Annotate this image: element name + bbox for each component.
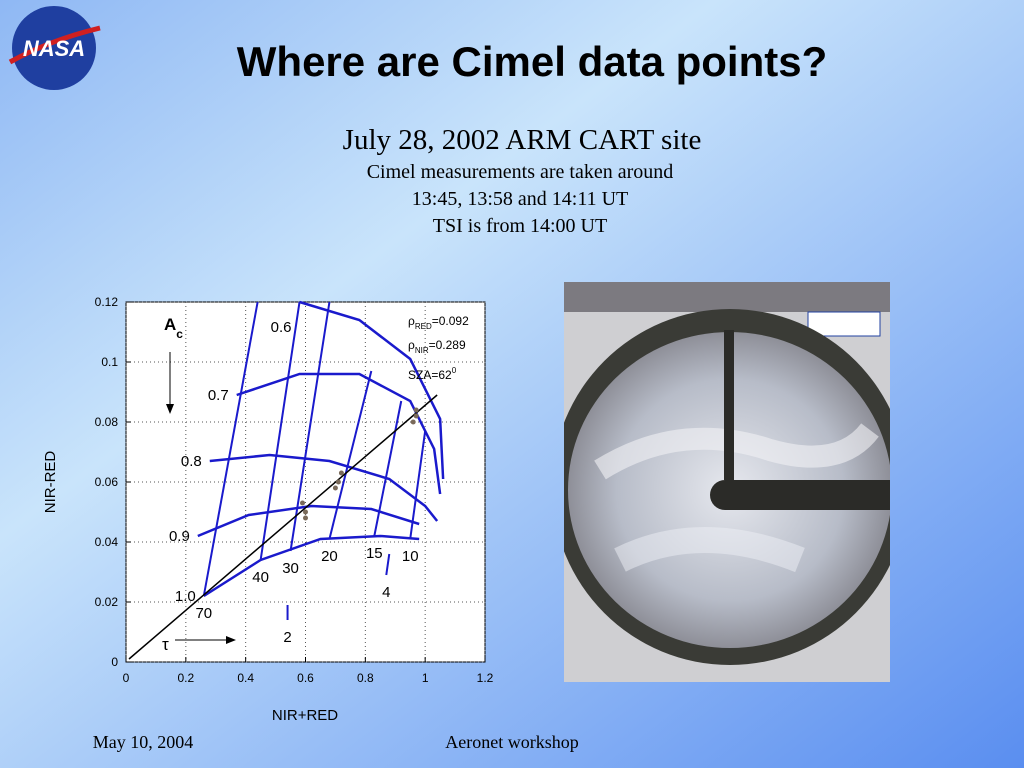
tau-curve-label: 70: [195, 605, 212, 622]
sub: RED: [415, 322, 432, 331]
ac-curve-label: 1.0: [175, 588, 196, 605]
ac-sub: c: [176, 327, 183, 341]
y-tick-label: 0.12: [95, 295, 119, 309]
tau-curve-label: 4: [382, 584, 390, 601]
x-axis-label: NIR+RED: [272, 707, 338, 724]
ac-label: Ac: [164, 315, 183, 341]
y-tick-label: 0.04: [95, 535, 119, 549]
sza-text: SZA=62: [408, 368, 452, 382]
title: Where are Cimel data points?: [237, 38, 827, 85]
footer-date: May 10, 2004: [93, 732, 194, 752]
y-axis-label: NIR-RED: [42, 451, 59, 514]
y-tick-label: 0.06: [95, 475, 119, 489]
tau-curve: [409, 430, 427, 540]
sup: 0: [452, 366, 457, 375]
tau-curve: [373, 400, 403, 537]
tau-curve-label: 15: [366, 545, 383, 562]
tau-curve-label: 10: [402, 548, 419, 565]
data-point: [410, 419, 416, 425]
data-point: [413, 407, 419, 413]
data-point: [332, 485, 338, 491]
subtitle: July 28, 2002 ARM CART site: [343, 124, 702, 156]
line: TSI is from 14:00 UT: [433, 215, 607, 237]
y-tick-label: 0.1: [101, 355, 118, 369]
fit-line: [128, 394, 438, 660]
x-tick-label: 0.8: [357, 671, 374, 685]
tau-arrowhead: [226, 636, 236, 644]
line: 13:45, 13:58 and 14:11 UT: [412, 188, 628, 210]
ac-curve-label: 0.6: [271, 319, 292, 336]
x-tick-label: 0.4: [237, 671, 254, 685]
tau-label: τ: [162, 635, 169, 654]
ac-curve: [203, 534, 420, 598]
data-point: [413, 413, 419, 419]
rho: ρ: [408, 314, 415, 328]
tau-curve: [328, 370, 373, 540]
y-tick-label: 0: [111, 655, 118, 669]
rho-nir: ρNIR=0.289: [408, 338, 466, 355]
tau-curve-label: 2: [283, 629, 291, 646]
sky-photo: [564, 282, 890, 682]
ac-curve: [197, 504, 420, 538]
x-tick-label: 0.6: [297, 671, 314, 685]
ac-arrowhead: [166, 404, 174, 414]
value: =0.092: [432, 314, 469, 328]
footer-event: Aeronet workshop: [445, 732, 578, 752]
ac-curve: [209, 453, 439, 522]
ac-curve-label: 0.7: [208, 387, 229, 404]
data-point: [300, 500, 306, 506]
tau-curve: [385, 553, 391, 576]
nasa-logo: NASA: [8, 6, 101, 90]
data-point: [303, 515, 308, 521]
x-tick-label: 1: [422, 671, 429, 685]
y-tick-label: 0.02: [95, 595, 119, 609]
tau-curve: [202, 301, 259, 597]
tau-curve-label: 30: [282, 560, 299, 577]
tau-curve: [289, 301, 331, 552]
value: =0.289: [429, 338, 466, 352]
ac-curve-label: 0.8: [181, 453, 202, 470]
x-tick-label: 0.2: [177, 671, 194, 685]
ac-curve: [299, 300, 445, 480]
ac-curve-label: 0.9: [169, 528, 190, 545]
sub: NIR: [415, 346, 429, 355]
tau-curve: [259, 301, 301, 561]
rho: ρ: [408, 338, 415, 352]
rho-red: ρRED=0.092: [408, 314, 469, 331]
tau-curve-label: 20: [321, 548, 338, 565]
y-tick-label: 0.08: [95, 415, 119, 429]
tau-curve-label: 40: [252, 569, 269, 586]
data-point: [335, 479, 341, 485]
x-tick-label: 0: [123, 671, 130, 685]
sza: SZA=620: [408, 366, 457, 382]
ac-text: A: [164, 315, 176, 334]
line: Cimel measurements are taken around: [367, 161, 674, 183]
data-point: [338, 470, 344, 476]
logo-text: NASA: [23, 36, 85, 61]
x-tick-label: 1.2: [477, 671, 494, 685]
data-point: [303, 509, 308, 515]
